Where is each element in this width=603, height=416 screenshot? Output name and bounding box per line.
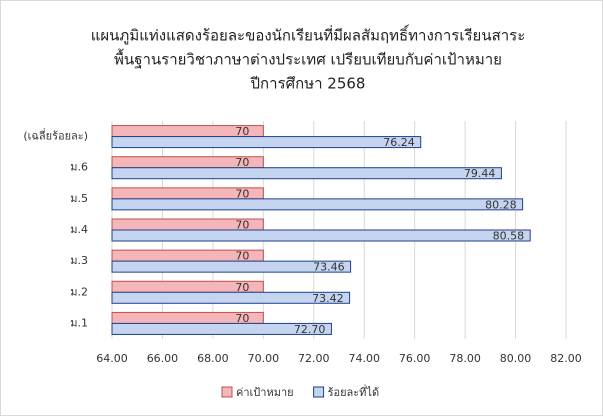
data-label: 79.44 <box>464 167 496 180</box>
data-label: 70 <box>235 125 249 138</box>
y-tick-label: ม.1 <box>70 316 88 329</box>
x-tick-label: 76.00 <box>399 352 431 365</box>
data-label: 70 <box>235 219 249 232</box>
y-tick-label: ม.6 <box>70 161 88 174</box>
data-label: 76.24 <box>383 136 415 149</box>
data-label: 73.42 <box>312 292 344 305</box>
x-tick-label: 72.00 <box>298 352 330 365</box>
x-tick-label: 74.00 <box>348 352 380 365</box>
bar <box>111 322 332 335</box>
data-label: 70 <box>235 187 249 200</box>
bar <box>111 167 502 180</box>
x-tick-label: 78.00 <box>449 352 481 365</box>
bar <box>111 291 351 304</box>
data-label: 80.28 <box>485 198 517 211</box>
data-label: 72.70 <box>294 323 326 336</box>
legend-swatch <box>313 386 325 398</box>
y-tick-label: ม.2 <box>70 285 88 298</box>
chart-title: ปีการศึกษา 2568 <box>250 75 366 93</box>
chart-title: แผนภูมิแท่งแสดงร้อยละของนักเรียนที่มีผลส… <box>91 25 526 45</box>
y-tick-label: (เฉลี่ยร้อยละ) <box>23 128 88 143</box>
bar <box>111 260 352 273</box>
bar <box>111 229 531 242</box>
data-label: 70 <box>235 250 249 263</box>
chart-title: พื้นฐานรายวิชาภาษาต่างประเทศ เปรียบเทียบ… <box>114 49 502 69</box>
x-tick-label: 68.00 <box>197 352 229 365</box>
x-tick-label: 82.00 <box>550 352 582 365</box>
legend-label: ร้อยละที่ได้ <box>328 384 380 399</box>
y-tick-label: ม.3 <box>70 254 88 267</box>
bar <box>111 198 524 211</box>
y-tick-label: ม.4 <box>70 223 88 236</box>
x-tick-label: 70.00 <box>248 352 280 365</box>
data-label: 73.46 <box>313 261 345 274</box>
data-label: 70 <box>235 281 249 294</box>
data-label: 70 <box>235 156 249 169</box>
legend-swatch <box>221 386 233 398</box>
bar <box>111 136 422 149</box>
data-label: 70 <box>235 312 249 325</box>
x-tick-label: 64.00 <box>96 352 128 365</box>
y-tick-label: ม.5 <box>70 192 88 205</box>
data-label: 80.58 <box>493 230 525 243</box>
x-tick-label: 66.00 <box>147 352 179 365</box>
x-tick-label: 80.00 <box>500 352 532 365</box>
legend-label: ค่าเป้าหมาย <box>236 386 294 399</box>
